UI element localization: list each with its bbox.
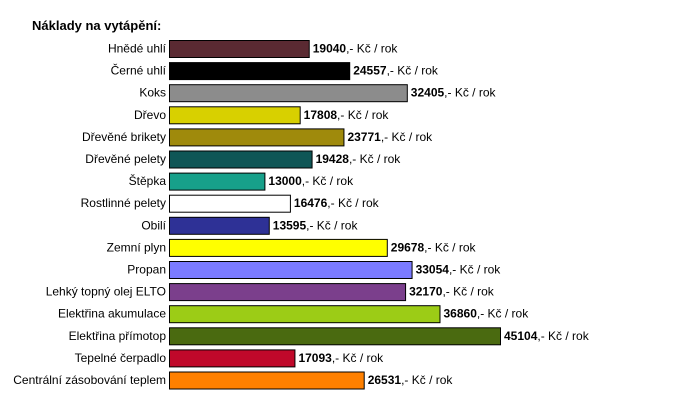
category-label: Elektřina akumulace [58,307,166,321]
value-label: 24557,- Kč / rok [353,64,439,78]
category-label: Koks [139,86,166,100]
category-label: Dřevěné brikety [82,130,166,144]
bar [169,261,413,279]
category-label: Dřevěné pelety [85,152,166,166]
bar [169,349,296,368]
bar [169,150,313,169]
bar [169,327,501,346]
bar [169,305,441,324]
chart-title: Náklady na vytápění: [32,18,162,33]
value-label: 13000,- Kč / rok [268,174,354,188]
bar [169,84,408,103]
bar [169,106,301,125]
bar [169,371,365,390]
category-label: Obilí [141,218,166,232]
value-label: 19040,- Kč / rok [313,42,399,56]
category-label: Centrální zásobování teplem [13,373,166,387]
value-label: 29678,- Kč / rok [391,240,477,254]
category-label: Lehký topný olej ELTO [46,285,166,299]
bar [169,62,351,81]
bar [169,128,345,147]
category-label: Hnědé uhlí [108,42,167,56]
category-label: Černé uhlí [111,63,167,78]
category-label: Tepelné čerpadlo [75,351,167,365]
value-label: 13595,- Kč / rok [273,218,359,232]
category-label: Zemní plyn [107,240,166,254]
bar [169,216,270,235]
value-label: 36860,- Kč / rok [444,307,530,321]
value-label: 26531,- Kč / rok [368,373,454,387]
category-label: Dřevo [134,108,166,122]
category-label: Rostlinné pelety [81,196,166,210]
value-label: 32170,- Kč / rok [409,285,495,299]
bar [169,283,407,302]
value-label: 33054,- Kč / rok [416,263,502,277]
value-label: 17808,- Kč / rok [304,108,390,122]
bar [169,194,291,213]
category-label: Propan [127,263,166,277]
bar [169,40,310,58]
value-label: 45104,- Kč / rok [504,329,590,343]
value-label: 19428,- Kč / rok [316,152,402,166]
category-label: Elektřina přímotop [69,329,167,343]
bar [169,172,266,191]
value-label: 16476,- Kč / rok [294,196,380,210]
value-label: 32405,- Kč / rok [411,86,497,100]
category-label: Štěpka [129,173,167,188]
value-label: 23771,- Kč / rok [347,130,433,144]
value-label: 17093,- Kč / rok [298,351,384,365]
bar [169,238,388,257]
